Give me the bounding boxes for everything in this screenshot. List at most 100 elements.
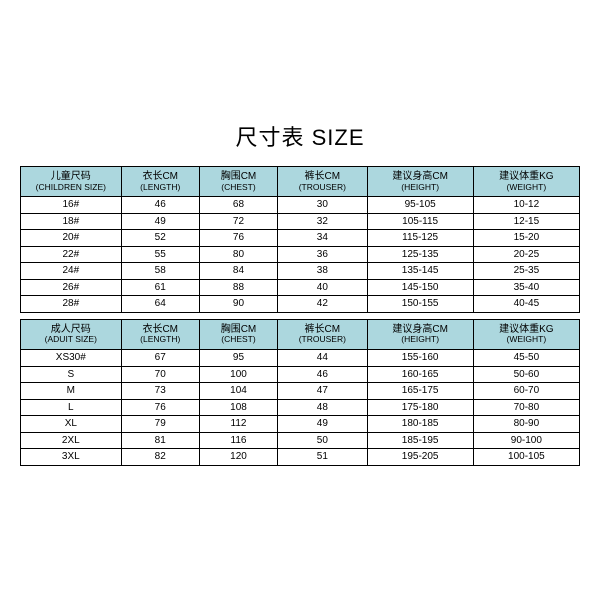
table-row: 26#618840145-15035-40: [21, 279, 580, 296]
table-cell: 25-35: [473, 263, 579, 280]
col-header: 建议身高CM(HEIGHT): [367, 167, 473, 197]
table-row: 24#588438135-14525-35: [21, 263, 580, 280]
table-cell: 73: [121, 383, 199, 400]
table-cell: 68: [199, 197, 277, 214]
table-cell: 79: [121, 416, 199, 433]
table-row: 22#558036125-13520-25: [21, 246, 580, 263]
table-cell: 95-105: [367, 197, 473, 214]
table-cell: 36: [278, 246, 367, 263]
table-row: XS30#679544155-16045-50: [21, 350, 580, 367]
table-cell: 49: [278, 416, 367, 433]
col-header: 胸围CM(CHEST): [199, 319, 277, 349]
adult-header-row: 成人尺码(ADUIT SIZE) 衣长CM(LENGTH) 胸围CM(CHEST…: [21, 319, 580, 349]
table-cell: 150-155: [367, 296, 473, 313]
table-cell: 76: [121, 399, 199, 416]
table-cell: 116: [199, 432, 277, 449]
table-row: L7610848175-18070-80: [21, 399, 580, 416]
table-row: 3XL8212051195-205100-105: [21, 449, 580, 466]
table-cell: 44: [278, 350, 367, 367]
col-header: 儿童尺码(CHILDREN SIZE): [21, 167, 122, 197]
table-cell: 145-150: [367, 279, 473, 296]
table-cell: 50-60: [473, 366, 579, 383]
col-header: 胸围CM(CHEST): [199, 167, 277, 197]
table-cell: 58: [121, 263, 199, 280]
table-cell: 160-165: [367, 366, 473, 383]
table-cell: 20-25: [473, 246, 579, 263]
table-cell: 90: [199, 296, 277, 313]
table-cell: 100-105: [473, 449, 579, 466]
table-cell: 22#: [21, 246, 122, 263]
table-cell: 24#: [21, 263, 122, 280]
children-header-row: 儿童尺码(CHILDREN SIZE) 衣长CM(LENGTH) 胸围CM(CH…: [21, 167, 580, 197]
table-cell: 185-195: [367, 432, 473, 449]
table-cell: L: [21, 399, 122, 416]
table-cell: 64: [121, 296, 199, 313]
table-cell: 16#: [21, 197, 122, 214]
table-cell: 55: [121, 246, 199, 263]
table-cell: 112: [199, 416, 277, 433]
col-header: 建议体重KG(WEIGHT): [473, 167, 579, 197]
table-row: 2XL8111650185-19590-100: [21, 432, 580, 449]
table-cell: 135-145: [367, 263, 473, 280]
col-header: 裤长CM(TROUSER): [278, 167, 367, 197]
table-cell: 46: [278, 366, 367, 383]
table-cell: 38: [278, 263, 367, 280]
table-cell: XS30#: [21, 350, 122, 367]
table-cell: 35-40: [473, 279, 579, 296]
table-cell: M: [21, 383, 122, 400]
children-size-table: 儿童尺码(CHILDREN SIZE) 衣长CM(LENGTH) 胸围CM(CH…: [20, 166, 580, 313]
table-cell: 28#: [21, 296, 122, 313]
table-cell: 26#: [21, 279, 122, 296]
table-cell: 48: [278, 399, 367, 416]
col-header: 裤长CM(TROUSER): [278, 319, 367, 349]
table-row: M7310447165-17560-70: [21, 383, 580, 400]
table-cell: 70-80: [473, 399, 579, 416]
table-cell: 104: [199, 383, 277, 400]
table-cell: 18#: [21, 213, 122, 230]
table-cell: 90-100: [473, 432, 579, 449]
table-cell: 72: [199, 213, 277, 230]
table-cell: 40-45: [473, 296, 579, 313]
table-cell: 100: [199, 366, 277, 383]
table-cell: 81: [121, 432, 199, 449]
table-cell: 175-180: [367, 399, 473, 416]
table-cell: 46: [121, 197, 199, 214]
table-cell: 82: [121, 449, 199, 466]
table-row: 16#46683095-10510-12: [21, 197, 580, 214]
table-cell: 61: [121, 279, 199, 296]
col-header: 衣长CM(LENGTH): [121, 319, 199, 349]
table-row: S7010046160-16550-60: [21, 366, 580, 383]
table-cell: 76: [199, 230, 277, 247]
table-cell: 45-50: [473, 350, 579, 367]
table-cell: 30: [278, 197, 367, 214]
table-cell: 105-115: [367, 213, 473, 230]
table-cell: 108: [199, 399, 277, 416]
table-cell: 165-175: [367, 383, 473, 400]
table-row: 28#649042150-15540-45: [21, 296, 580, 313]
table-cell: 80: [199, 246, 277, 263]
table-cell: 34: [278, 230, 367, 247]
table-cell: 60-70: [473, 383, 579, 400]
table-cell: 40: [278, 279, 367, 296]
col-header: 衣长CM(LENGTH): [121, 167, 199, 197]
table-cell: 115-125: [367, 230, 473, 247]
table-cell: 12-15: [473, 213, 579, 230]
table-cell: 67: [121, 350, 199, 367]
table-cell: 15-20: [473, 230, 579, 247]
table-cell: 32: [278, 213, 367, 230]
table-cell: 95: [199, 350, 277, 367]
table-cell: 80-90: [473, 416, 579, 433]
page-title: 尺寸表 SIZE: [20, 120, 580, 152]
table-cell: 155-160: [367, 350, 473, 367]
table-cell: 120: [199, 449, 277, 466]
table-cell: 49: [121, 213, 199, 230]
table-cell: S: [21, 366, 122, 383]
col-header: 建议体重KG(WEIGHT): [473, 319, 579, 349]
table-cell: 47: [278, 383, 367, 400]
col-header: 建议身高CM(HEIGHT): [367, 319, 473, 349]
table-cell: 10-12: [473, 197, 579, 214]
table-row: 20#527634115-12515-20: [21, 230, 580, 247]
table-cell: XL: [21, 416, 122, 433]
table-cell: 84: [199, 263, 277, 280]
table-cell: 42: [278, 296, 367, 313]
